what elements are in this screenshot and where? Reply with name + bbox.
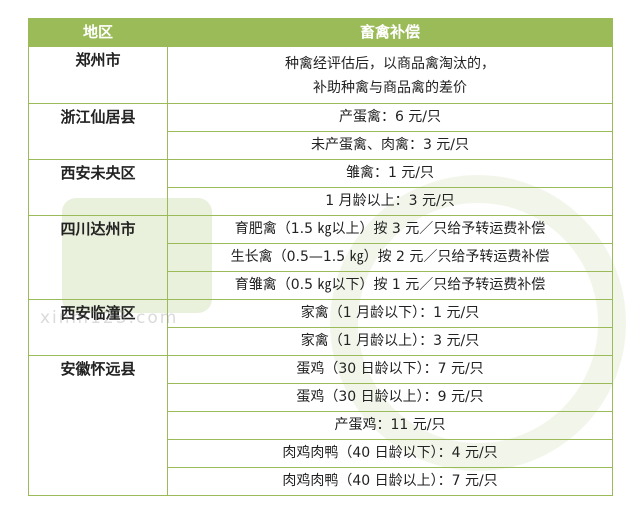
table-row: 未产蛋禽、肉禽：3 元/只 (29, 131, 613, 160)
header-region: 地区 (28, 18, 168, 47)
region-cell: 四川达州市 (28, 215, 168, 300)
table-row: 郑州市 种禽经评估后，以商品禽淘汰的， 补助种禽与商品禽的差价 (28, 46, 613, 104)
table-row: 浙江仙居县 产蛋禽：6 元/只 (28, 103, 613, 160)
compensation-line: 种禽经评估后，以商品禽淘汰的， (285, 56, 495, 72)
compensation-cell: 产蛋禽：6 元/只 (167, 103, 613, 132)
table-row: 四川达州市 育肥禽（1.5 ㎏以上）按 3 元／只给予转运费补偿 (28, 215, 613, 300)
compensation-cell: 育肥禽（1.5 ㎏以上）按 3 元／只给予转运费补偿 (167, 215, 613, 244)
table-header: 地区 畜禽补偿 (28, 18, 613, 47)
table-row: 育雏禽（0.5 ㎏以下）按 1 元／只给予转运费补偿 (29, 271, 613, 300)
compensation-cell: 家禽（1 月龄以下）：1 元/只 (167, 299, 613, 328)
compensation-cell: 种禽经评估后，以商品禽淘汰的， 补助种禽与商品禽的差价 (167, 46, 613, 104)
table-row: 肉鸡肉鸭（40 日龄以上）：7 元/只 (29, 467, 613, 496)
table-row: 家禽（1 月龄以上）：3 元/只 (29, 327, 613, 356)
table-row: 产蛋鸡：11 元/只 (29, 411, 613, 440)
region-cell: 郑州市 (28, 46, 168, 104)
table-row: 生长禽（0.5—1.5 ㎏）按 2 元／只给予转运费补偿 (29, 243, 613, 272)
compensation-cell: 生长禽（0.5—1.5 ㎏）按 2 元／只给予转运费补偿 (167, 243, 613, 272)
compensation-cell: 肉鸡肉鸭（40 日龄以下）：4 元/只 (167, 439, 613, 468)
header-compensation: 畜禽补偿 (167, 18, 613, 47)
region-cell: 安徽怀远县 (28, 355, 168, 496)
region-cell: 浙江仙居县 (28, 103, 168, 160)
compensation-cell: 蛋鸡（30 日龄以上）：9 元/只 (167, 383, 613, 412)
compensation-cell: 育雏禽（0.5 ㎏以下）按 1 元／只给予转运费补偿 (167, 271, 613, 300)
compensation-cell: 蛋鸡（30 日龄以下）：7 元/只 (167, 355, 613, 384)
region-cell: 西安未央区 (28, 159, 168, 216)
compensation-cell: 家禽（1 月龄以上）：3 元/只 (167, 327, 613, 356)
table-row: 西安未央区 雏禽：1 元/只 (28, 159, 613, 216)
compensation-cell: 未产蛋禽、肉禽：3 元/只 (167, 131, 613, 160)
table-row: 安徽怀远县 蛋鸡（30 日龄以下）：7 元/只 (28, 355, 613, 496)
compensation-cell: 1 月龄以上：3 元/只 (167, 187, 613, 216)
table-row: 西安临潼区 家禽（1 月龄以下）：1 元/只 (28, 299, 613, 356)
compensation-cell: 雏禽：1 元/只 (167, 159, 613, 188)
compensation-table: 地区 畜禽补偿 郑州市 种禽经评估后，以商品禽淘汰的， 补助种禽与商品禽的差价浙江仙… (28, 18, 613, 496)
compensation-cell: 肉鸡肉鸭（40 日龄以上）：7 元/只 (167, 467, 613, 496)
compensation-cell: 产蛋鸡：11 元/只 (167, 411, 613, 440)
table-row: 肉鸡肉鸭（40 日龄以下）：4 元/只 (29, 439, 613, 468)
region-cell: 西安临潼区 (28, 299, 168, 356)
compensation-line: 补助种禽与商品禽的差价 (313, 80, 467, 96)
